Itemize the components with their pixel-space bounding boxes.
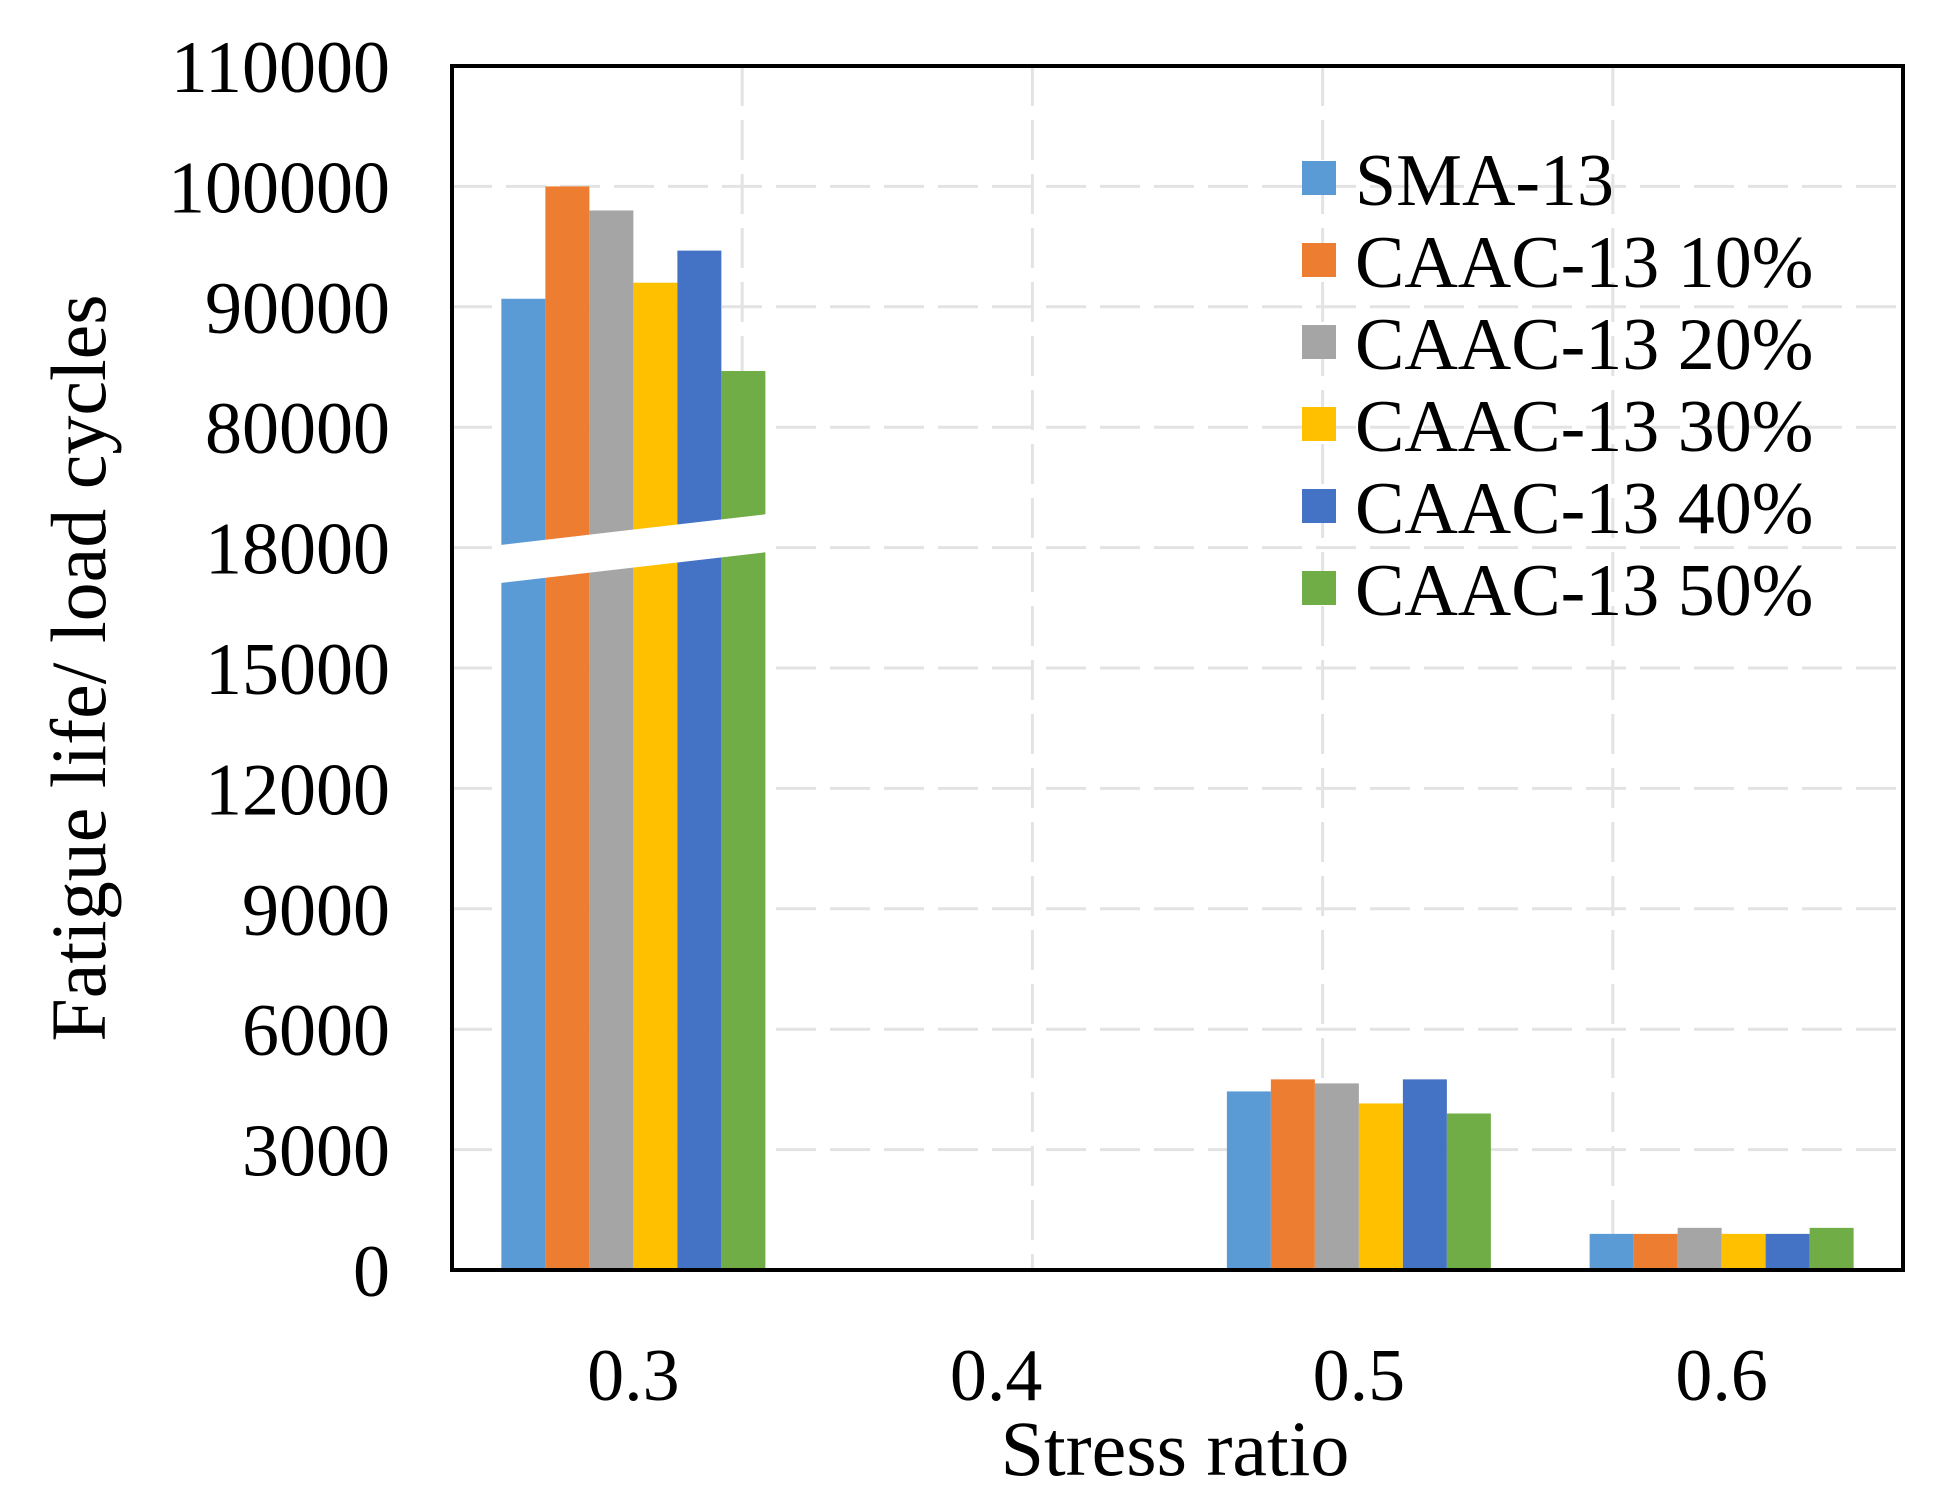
x-tick-label: 0.5: [1313, 1335, 1406, 1417]
y-tick-label: 6000: [242, 990, 390, 1072]
bar-sma-13-0.5: [1226, 1091, 1271, 1270]
y-tick-label: 18000: [205, 509, 390, 591]
y-tick-label: 15000: [205, 629, 390, 711]
plot-area-frame: [450, 64, 1905, 1272]
x-tick-label: 0.4: [950, 1335, 1043, 1417]
bar-caac-13-50--0.6: [1809, 1227, 1854, 1270]
x-tick-label: 0.6: [1675, 1335, 1768, 1417]
y-tick-label: 9000: [242, 870, 390, 952]
y-tick-label: 90000: [205, 268, 390, 350]
legend-label: CAAC-13 50%: [1355, 550, 1813, 632]
bar-caac-13-50--0.5: [1446, 1113, 1491, 1270]
y-tick-label: 110000: [171, 27, 390, 109]
legend-label: SMA-13: [1355, 140, 1614, 222]
x-tick-labels: 0.3 0.4 0.5 0.6: [587, 1335, 1768, 1417]
bar-sma-13-0.6: [1589, 1233, 1634, 1270]
bar-caac-13-20--0.3: [589, 210, 634, 1271]
bar-caac-13-40--0.6: [1765, 1233, 1810, 1270]
x-tick-label: 0.3: [587, 1335, 680, 1417]
bar-caac-13-40--0.3: [677, 250, 722, 1270]
bar-caac-13-20--0.6: [1677, 1227, 1722, 1270]
legend-swatch: [1302, 407, 1336, 441]
legend-label: CAAC-13 10%: [1355, 222, 1813, 304]
bar-caac-13-30--0.3: [633, 282, 678, 1271]
y-tick-label: 3000: [242, 1111, 390, 1193]
y-tick-label: 12000: [205, 749, 390, 831]
legend-swatch: [1302, 571, 1336, 605]
legend-swatch: [1302, 243, 1336, 277]
bar-caac-13-20--0.5: [1314, 1083, 1359, 1270]
bar-caac-13-40--0.5: [1402, 1079, 1447, 1270]
bar-caac-13-30--0.5: [1358, 1103, 1403, 1270]
legend-label: CAAC-13 40%: [1355, 468, 1813, 550]
legend-swatch: [1302, 325, 1336, 359]
axis-break-band: [495, 513, 772, 584]
bar-caac-13-10--0.5: [1270, 1079, 1315, 1270]
legend-swatch: [1302, 161, 1336, 195]
axis-break: [495, 513, 772, 584]
bar-caac-13-10--0.3: [545, 186, 590, 1270]
legend-label: CAAC-13 20%: [1355, 304, 1813, 386]
y-tick-label: 100000: [168, 147, 390, 229]
y-tick-labels: 0 3000 6000 9000 12000 15000 18000 80000 90000 10…: [168, 27, 390, 1313]
y-axis-title: Fatigue life/ load cycles: [35, 294, 122, 1041]
legend-label: CAAC-13 30%: [1355, 386, 1813, 468]
legend-swatch: [1302, 489, 1336, 523]
bar-caac-13-50--0.3: [721, 371, 766, 1271]
x-axis-title: Stress ratio: [1001, 1405, 1350, 1492]
bar-caac-13-10--0.6: [1633, 1233, 1678, 1270]
bar-caac-13-30--0.6: [1721, 1233, 1766, 1270]
y-tick-label: 0: [353, 1231, 390, 1313]
bar-sma-13-0.3: [501, 298, 546, 1271]
y-tick-label: 80000: [205, 388, 390, 470]
